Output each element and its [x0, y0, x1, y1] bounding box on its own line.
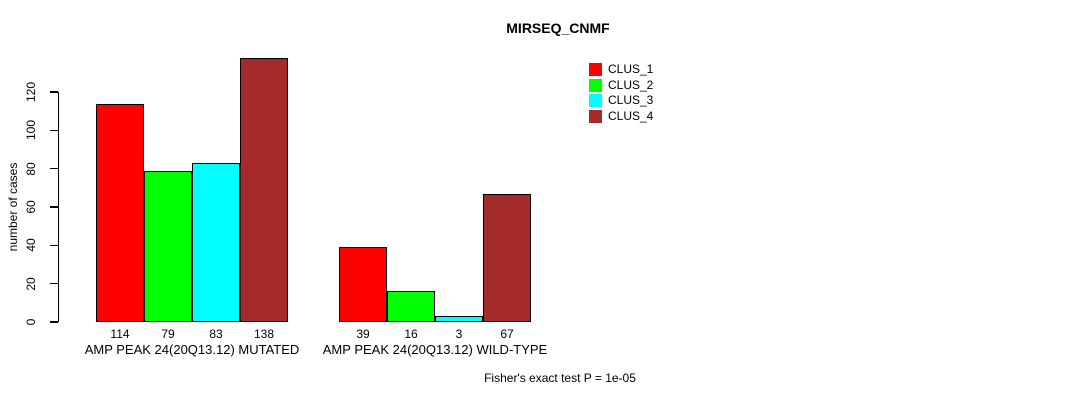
legend-label: CLUS_3 [608, 93, 654, 107]
bar-value-label: 114 [110, 327, 130, 341]
y-tick-mark [49, 282, 58, 285]
y-tick-mark [49, 91, 58, 93]
y-tick-label: 0 [24, 318, 38, 326]
bar [435, 316, 483, 322]
bar [483, 193, 531, 322]
legend-swatch-clus_1 [589, 63, 602, 76]
y-tick-label: 80 [24, 161, 38, 176]
y-tick-label: 60 [24, 200, 38, 214]
bar-value-label: 83 [209, 327, 223, 341]
y-tick-mark [49, 129, 58, 132]
y-tick-mark [49, 321, 58, 323]
y-axis-label: number of cases [6, 162, 20, 252]
bar [144, 170, 192, 322]
y-tick-label: 20 [24, 276, 38, 291]
chart-title: MIRSEQ_CNMF [506, 20, 610, 36]
bar-value-label: 39 [356, 327, 370, 341]
legend-label: CLUS_2 [608, 77, 654, 92]
bar-value-label: 67 [500, 327, 514, 341]
legend-swatch-clus_3 [589, 94, 602, 107]
bar-value-label: 16 [404, 327, 418, 341]
bar [240, 57, 288, 322]
legend-label: CLUS_4 [608, 108, 654, 123]
legend-label: CLUS_1 [608, 62, 654, 76]
legend-swatch-clus_4 [589, 109, 602, 123]
bar-value-label: 138 [253, 327, 275, 341]
annotation-text: Fisher's exact test P = 1e-05 [484, 371, 636, 385]
y-tick-mark [49, 244, 58, 247]
y-tick-label: 100 [24, 120, 38, 141]
y-tick-label: 40 [24, 238, 38, 253]
group-label: AMP PEAK 24(20Q13.12) MUTATED [84, 342, 300, 357]
group-label: AMP PEAK 24(20Q13.12) WILD-TYPE [322, 342, 548, 357]
y-tick-mark [49, 206, 58, 208]
bar-value-label: 3 [455, 327, 463, 341]
y-tick-label: 120 [24, 81, 38, 103]
y-axis-line [57, 92, 59, 322]
bar [96, 103, 144, 322]
bar [387, 291, 435, 322]
legend-swatch-clus_2 [589, 78, 602, 92]
bar [192, 162, 240, 322]
y-tick-mark [49, 167, 58, 170]
bar-value-label: 79 [161, 327, 175, 341]
bar [339, 247, 387, 322]
